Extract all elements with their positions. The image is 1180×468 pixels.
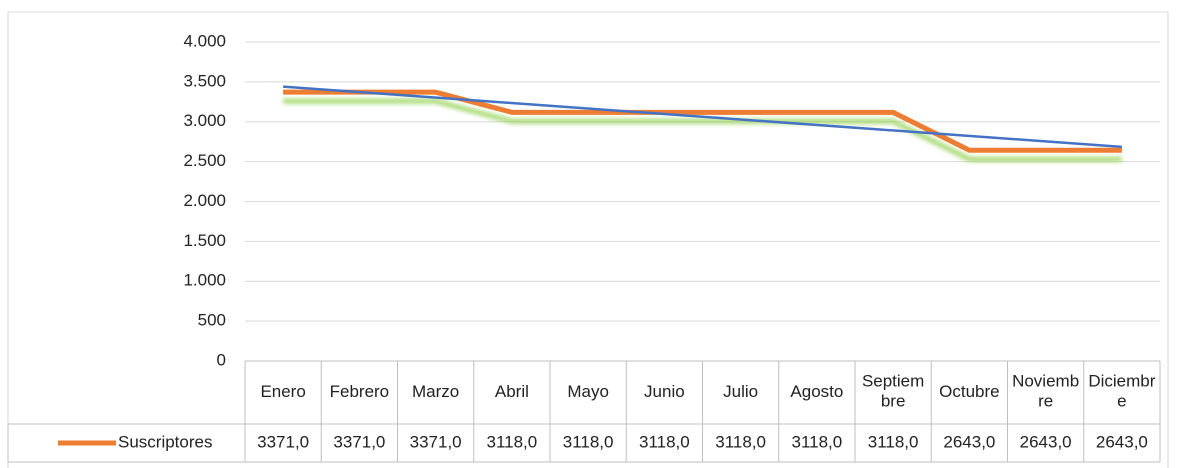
table-value: 3371,0 [257,432,309,451]
x-tick-label: Diciembr e [1088,372,1155,411]
table-value: 3118,0 [563,432,614,451]
table-value: 3118,0 [639,432,690,451]
y-tick-label: 3.500 [183,71,226,90]
x-tick-label: Mayo [567,382,609,401]
x-tick-label: Marzo [412,382,459,401]
table-value: 3118,0 [792,432,843,451]
y-tick-label: 1.500 [183,231,226,250]
y-tick-label: 1.000 [183,271,226,290]
table-value: 2643,0 [1020,432,1072,451]
chart-border [7,11,1169,468]
table-value: 3118,0 [487,432,538,451]
table-value: 2643,0 [1096,432,1148,451]
x-tick-label: Agosto [790,382,843,401]
table-value: 3118,0 [868,432,919,451]
table-value: 2643,0 [943,432,995,451]
line-series [283,89,1122,153]
x-tick-label: Julio [723,382,758,401]
y-tick-label: 4.000 [183,31,226,50]
trendline [283,85,1122,149]
table-value: 3371,0 [333,432,385,451]
x-tick-label: Enero [260,382,305,401]
x-tick-label: Noviemb re [1012,372,1079,411]
x-tick-label: Octubre [939,382,999,401]
y-tick-label: 2.000 [183,191,226,210]
table-value: 3118,0 [715,432,766,451]
y-tick-label: 500 [198,311,226,330]
table-value: 3371,0 [410,432,462,451]
y-tick-label: 3.000 [183,111,226,130]
y-tick-label: 2.500 [183,151,226,170]
y-tick-label: 0 [217,350,226,369]
x-tick-label: Junio [644,382,685,401]
x-tick-label: Abril [495,382,529,401]
legend-label: Suscriptores [118,432,212,451]
x-tick-label: Septiem bre [862,372,924,411]
x-tick-label: Febrero [330,382,390,401]
